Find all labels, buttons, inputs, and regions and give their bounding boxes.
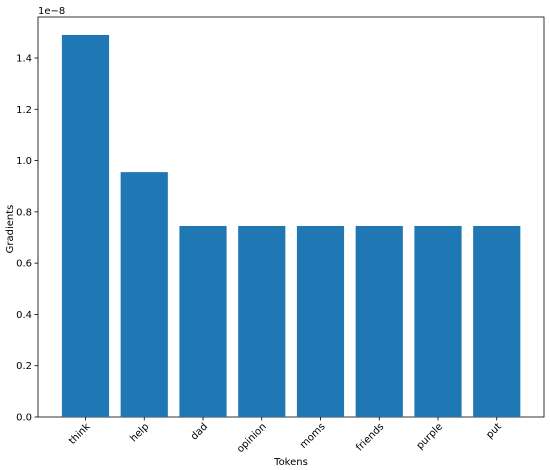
x-tick-label-moms: moms <box>298 421 328 451</box>
y-tick-label: 0.8 <box>16 207 32 218</box>
x-tick-label-friends: friends <box>354 421 386 453</box>
x-axis: think help dad opinion moms friends purple put <box>67 417 504 455</box>
bars-group <box>61 34 521 417</box>
bar-put <box>473 225 521 417</box>
bar-opinion <box>238 225 286 417</box>
bar-help <box>120 172 168 417</box>
x-tick-label-dad: dad <box>189 421 210 442</box>
bar-dad <box>179 225 227 417</box>
y-axis: 0.0 0.2 0.4 0.6 0.8 1.0 1.2 1.4 <box>16 54 38 424</box>
bar-moms <box>296 225 345 417</box>
y-tick-label: 0.6 <box>16 259 32 270</box>
y-scale-label: 1e−8 <box>38 6 65 17</box>
bar-friends <box>355 225 403 417</box>
plot-area <box>37 16 545 418</box>
y-tick-label: 0.2 <box>16 361 32 372</box>
y-tick-label: 0.0 <box>16 413 32 424</box>
x-tick-label-purple: purple <box>415 421 445 451</box>
bar-purple <box>414 225 462 417</box>
y-tick-label: 1.2 <box>16 105 32 116</box>
x-tick-label-opinion: opinion <box>235 421 269 455</box>
x-tick-label-help: help <box>128 421 151 444</box>
y-tick-label: 1.4 <box>16 54 32 65</box>
x-tick-label-think: think <box>67 421 93 447</box>
x-tick-label-put: put <box>484 421 504 441</box>
y-tick-label: 0.4 <box>16 310 32 321</box>
y-axis-label: Gradients <box>5 205 16 254</box>
x-axis-label: Tokens <box>273 457 308 468</box>
bar-think <box>61 34 110 417</box>
plot-frame <box>37 16 545 418</box>
y-tick-label: 1.0 <box>16 156 32 167</box>
